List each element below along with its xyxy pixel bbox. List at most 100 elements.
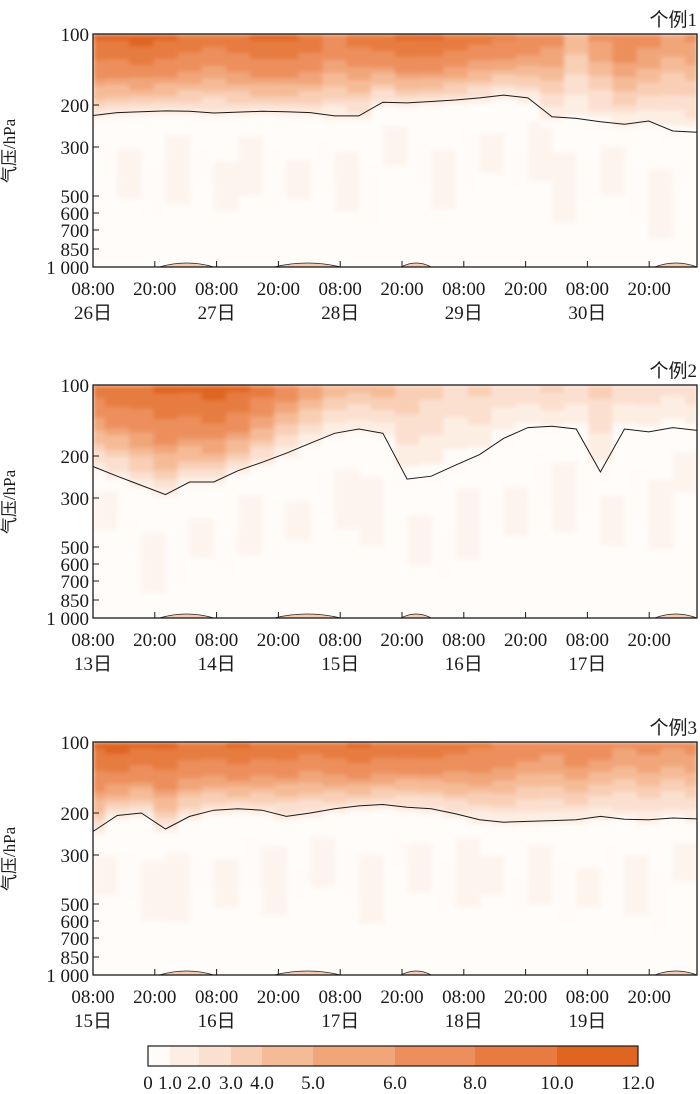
field-cell bbox=[250, 77, 275, 85]
field-cell bbox=[129, 788, 154, 795]
field-cell bbox=[419, 785, 444, 792]
field-cell bbox=[298, 59, 324, 67]
field-cell bbox=[467, 413, 493, 420]
field-cell bbox=[346, 431, 372, 436]
texture-cell bbox=[479, 855, 505, 896]
field-cell bbox=[419, 796, 444, 803]
field-cell bbox=[298, 84, 324, 92]
field-cell bbox=[684, 408, 697, 414]
field-cell bbox=[250, 441, 275, 448]
y-tick-label: 300 bbox=[61, 138, 90, 159]
field-cell bbox=[515, 39, 541, 46]
field-cell bbox=[467, 97, 493, 104]
field-cell bbox=[684, 436, 697, 441]
field-cell bbox=[515, 65, 541, 72]
field-cell bbox=[250, 397, 275, 405]
field-cell bbox=[250, 90, 275, 97]
field-cell bbox=[93, 79, 106, 87]
field-cell bbox=[660, 110, 686, 119]
field-cell bbox=[201, 753, 227, 760]
field-cell bbox=[612, 388, 638, 394]
field-cell bbox=[250, 797, 275, 804]
field-cell bbox=[467, 441, 493, 449]
field-cell bbox=[250, 71, 275, 79]
field-cell bbox=[684, 385, 697, 390]
field-cell bbox=[225, 453, 251, 461]
x-tick-label: 08:00 bbox=[442, 279, 485, 300]
field-cell bbox=[564, 47, 589, 55]
field-cell bbox=[177, 814, 203, 821]
field-cell bbox=[225, 115, 251, 123]
field bbox=[93, 742, 697, 975]
field-cell bbox=[612, 91, 638, 99]
field-cell bbox=[515, 385, 541, 390]
field-cell bbox=[153, 444, 179, 454]
field-cell bbox=[539, 410, 565, 415]
field-cell bbox=[105, 442, 130, 451]
field-cell bbox=[250, 769, 275, 776]
field-cell bbox=[177, 446, 203, 455]
field-cell bbox=[564, 785, 589, 793]
x-tick-label: 20:00 bbox=[504, 279, 547, 300]
field-cell bbox=[153, 742, 179, 750]
field-cell bbox=[298, 443, 324, 449]
field-cell bbox=[443, 753, 468, 761]
field-cell bbox=[201, 423, 227, 432]
field-cell bbox=[491, 39, 517, 45]
field-cell bbox=[153, 755, 179, 764]
field-cell bbox=[274, 401, 299, 408]
field-cell bbox=[370, 778, 396, 784]
field-cell bbox=[491, 819, 517, 827]
field-cell bbox=[225, 52, 251, 60]
field-cell bbox=[660, 388, 686, 394]
field-cell bbox=[322, 796, 348, 803]
field-cell bbox=[660, 411, 686, 416]
colorbar-swatch bbox=[395, 1046, 475, 1066]
field-cell bbox=[129, 52, 154, 60]
field-cell bbox=[684, 95, 697, 105]
field-cell bbox=[274, 754, 299, 761]
texture-cell bbox=[334, 151, 360, 212]
field-cell bbox=[612, 766, 638, 774]
field-cell bbox=[153, 34, 179, 41]
field-cell bbox=[564, 34, 589, 42]
field-cell bbox=[346, 400, 372, 405]
x-tick-label: 20:00 bbox=[133, 630, 176, 651]
field-cell bbox=[395, 90, 420, 97]
field-cell bbox=[346, 106, 372, 114]
field-cell bbox=[298, 770, 324, 778]
field-cell bbox=[539, 100, 565, 108]
field-cell bbox=[201, 103, 227, 111]
field-cell bbox=[564, 87, 589, 96]
field-cell bbox=[660, 809, 686, 817]
field-cell bbox=[153, 71, 179, 78]
field-cell bbox=[177, 778, 203, 785]
field-cell bbox=[346, 757, 372, 764]
field-cell bbox=[564, 396, 589, 401]
field-cell bbox=[419, 747, 444, 754]
field-cell bbox=[443, 39, 468, 46]
field-cell bbox=[588, 760, 613, 767]
field-cell bbox=[250, 391, 275, 398]
field-cell bbox=[539, 388, 565, 393]
y-tick-label: 850 bbox=[61, 240, 90, 261]
low-level-texture bbox=[93, 451, 697, 594]
low-level-texture bbox=[93, 121, 697, 239]
field-cell bbox=[467, 817, 493, 824]
field-cell bbox=[515, 754, 541, 762]
y-tick-label: 500 bbox=[61, 538, 90, 559]
x-tick-label: 08:00 bbox=[566, 630, 609, 651]
y-tick-label: 300 bbox=[61, 846, 90, 867]
field-cell bbox=[153, 461, 179, 471]
field-cell bbox=[467, 65, 493, 72]
field-cell bbox=[588, 419, 613, 428]
field-cell bbox=[660, 407, 686, 412]
field-cell bbox=[491, 398, 517, 404]
field-cell bbox=[539, 40, 565, 48]
field-cell bbox=[539, 773, 565, 781]
field-cell bbox=[201, 803, 227, 810]
colorbar-tick-label: 2.0 bbox=[187, 1073, 211, 1094]
field-cell bbox=[588, 475, 613, 483]
field-cell bbox=[443, 771, 468, 778]
x-day-label: 27日 bbox=[198, 303, 236, 324]
